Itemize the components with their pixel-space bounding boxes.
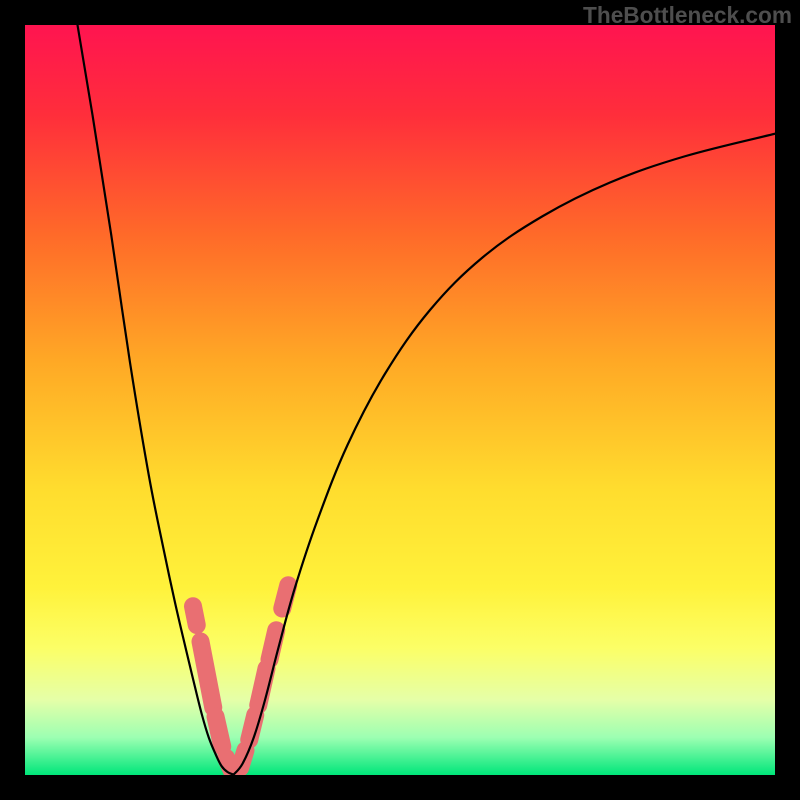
chart-frame: TheBottleneck.com (0, 0, 800, 800)
marker-capsule (216, 717, 223, 747)
marker-capsule (270, 630, 277, 659)
marker-capsule (193, 606, 197, 625)
curves-layer (0, 0, 800, 800)
marker-capsule (282, 585, 288, 608)
marker-capsule (201, 642, 214, 708)
source-watermark: TheBottleneck.com (583, 2, 792, 29)
right-curve (234, 134, 776, 775)
